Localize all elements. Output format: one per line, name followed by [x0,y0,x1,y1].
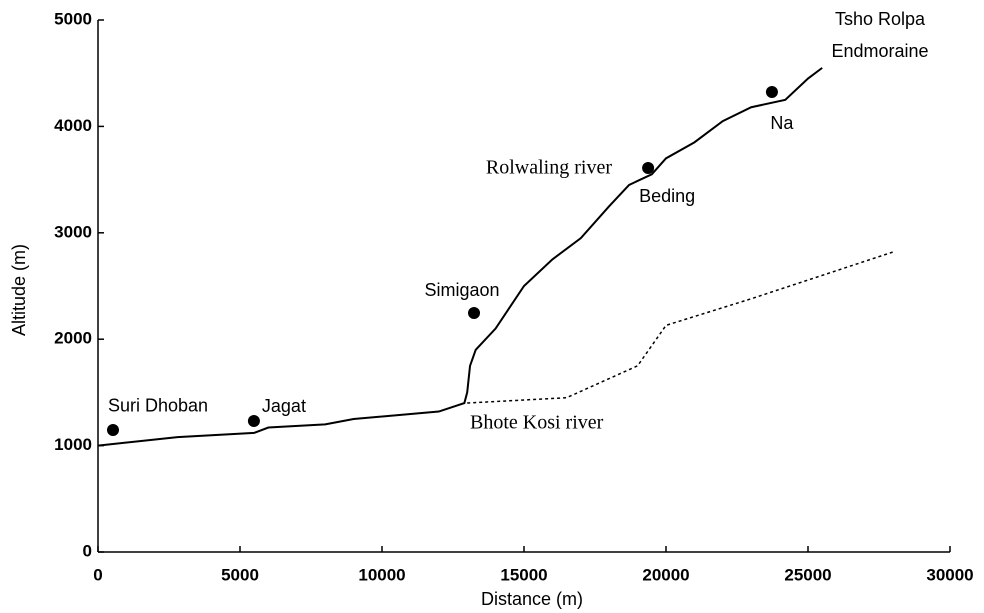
point-label: Beding [639,186,695,206]
y-tick-label: 2000 [54,329,92,348]
point-label: Suri Dhoban [108,396,208,416]
point [642,162,655,175]
x-tick-label: 0 [93,565,102,584]
point-label: Simigaon [424,280,499,300]
x-tick-label: 15000 [500,565,547,584]
point-label: Na [770,113,794,133]
annotation: Tsho Rolpa [835,9,926,29]
x-tick-label: 5000 [221,565,259,584]
x-tick-label: 25000 [784,565,831,584]
series-label: Bhote Kosi river [470,412,604,434]
y-tick-label: 1000 [54,435,92,454]
annotation: Endmoraine [831,41,928,61]
y-tick-label: 0 [83,541,92,560]
point [106,423,119,436]
line [97,67,823,447]
x-axis-label: Distance (m) [481,589,583,609]
y-tick-label: 4000 [54,116,92,135]
point [468,307,481,320]
point [247,415,260,428]
x-tick-label: 20000 [642,565,689,584]
y-tick-label: 3000 [54,222,92,241]
x-tick-label: 10000 [358,565,405,584]
y-tick-label: 5000 [54,9,92,28]
point [765,86,778,99]
x-tick-label: 30000 [926,565,973,584]
line [467,251,894,404]
series-label: Rolwaling river [486,157,612,179]
y-axis-label: Altitude (m) [9,244,29,336]
point-label: Jagat [262,396,306,416]
